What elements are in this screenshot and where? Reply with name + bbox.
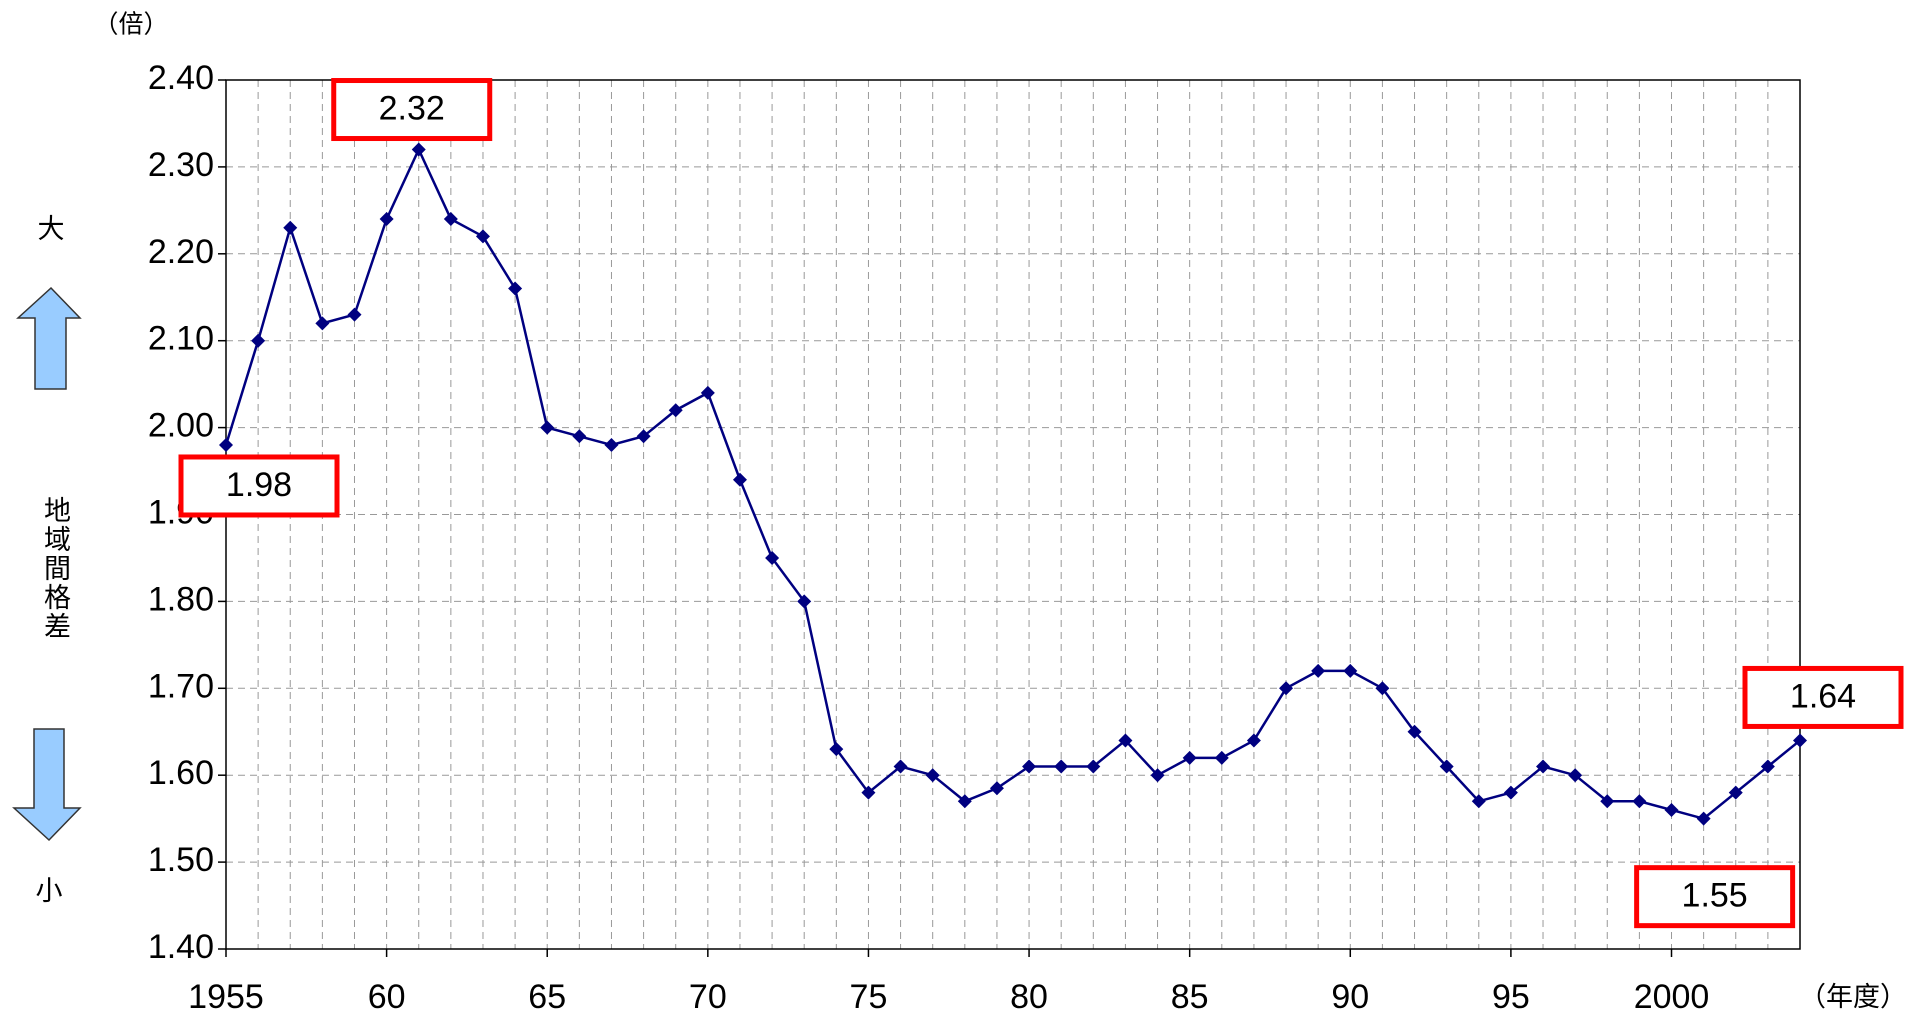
annotation: 1.98 xyxy=(226,466,292,504)
x-tick-label: 90 xyxy=(1331,978,1369,1016)
y-tick-label: 1.80 xyxy=(148,580,214,618)
x-tick-label: 70 xyxy=(689,978,727,1016)
marker xyxy=(1214,750,1229,765)
marker xyxy=(1022,759,1037,774)
marker xyxy=(347,307,362,322)
marker xyxy=(1439,759,1454,774)
marker xyxy=(1150,768,1165,783)
y-tick-label: 1.40 xyxy=(148,928,214,966)
plot: 1.401.501.601.701.801.902.002.102.202.30… xyxy=(148,59,1904,1016)
y-tick-label: 2.30 xyxy=(148,146,214,184)
marker xyxy=(251,333,266,348)
y-bottom-label: 小 xyxy=(36,876,63,906)
y-tick-label: 1.60 xyxy=(148,754,214,792)
marker xyxy=(1311,663,1326,678)
marker xyxy=(989,781,1004,796)
y-top-label: 大 xyxy=(38,214,65,244)
marker xyxy=(829,742,844,757)
marker xyxy=(508,281,523,296)
marker xyxy=(797,594,812,609)
marker xyxy=(893,759,908,774)
marker xyxy=(1536,759,1551,774)
annotation-box xyxy=(1742,665,1904,729)
marker xyxy=(700,385,715,400)
annotation: 2.32 xyxy=(379,90,445,128)
marker xyxy=(1279,681,1294,696)
y-tick-label: 2.00 xyxy=(148,407,214,445)
y-axis-label: 地域間格差 xyxy=(39,496,70,641)
marker xyxy=(315,316,330,331)
marker xyxy=(1375,681,1390,696)
marker xyxy=(765,550,780,565)
annotation-box xyxy=(331,78,493,142)
marker xyxy=(379,212,394,227)
x-tick-label: 75 xyxy=(850,978,888,1016)
marker xyxy=(925,768,940,783)
x-tick-label: 65 xyxy=(528,978,566,1016)
x-tick-label: 80 xyxy=(1010,978,1048,1016)
marker xyxy=(283,220,298,235)
marker xyxy=(1246,733,1261,748)
marker xyxy=(572,429,587,444)
marker xyxy=(604,437,619,452)
marker xyxy=(861,785,876,800)
marker xyxy=(957,794,972,809)
marker xyxy=(219,437,233,452)
marker xyxy=(732,472,747,487)
marker xyxy=(1054,759,1069,774)
marker xyxy=(1471,794,1486,809)
x-tick-label: 95 xyxy=(1492,978,1530,1016)
marker xyxy=(1343,663,1358,678)
marker xyxy=(1182,750,1197,765)
x-unit: （年度） xyxy=(1799,982,1905,1012)
marker xyxy=(1600,794,1615,809)
annotation-box xyxy=(1634,865,1796,929)
x-tick-label: 2000 xyxy=(1634,978,1710,1016)
y-tick-label: 2.10 xyxy=(148,320,214,358)
marker xyxy=(1632,794,1647,809)
y-unit: （倍） xyxy=(93,11,168,39)
marker xyxy=(1407,724,1422,739)
x-tick-label: 60 xyxy=(368,978,406,1016)
annotation: 1.55 xyxy=(1682,877,1748,915)
marker xyxy=(668,403,683,418)
marker xyxy=(1086,759,1101,774)
annotation-box xyxy=(178,454,340,518)
marker xyxy=(411,142,426,157)
marker xyxy=(1728,785,1743,800)
marker xyxy=(475,229,490,244)
marker xyxy=(1118,733,1133,748)
marker xyxy=(443,212,458,227)
marker xyxy=(636,429,651,444)
marker xyxy=(1696,811,1711,826)
y-tick-label: 1.50 xyxy=(148,841,214,879)
y-tick-label: 2.20 xyxy=(148,233,214,271)
x-tick-label: 1955 xyxy=(188,978,264,1016)
arrow-down xyxy=(12,728,82,842)
annotation: 1.64 xyxy=(1790,677,1856,715)
marker xyxy=(1793,733,1807,748)
y-tick-label: 2.40 xyxy=(148,59,214,97)
marker xyxy=(1664,802,1679,817)
arrow-up xyxy=(16,286,82,390)
line xyxy=(224,146,1801,821)
x-tick-label: 85 xyxy=(1171,978,1209,1016)
marker xyxy=(540,420,555,435)
marker xyxy=(1568,768,1583,783)
marker xyxy=(1760,759,1775,774)
marker xyxy=(1503,785,1518,800)
y-tick-label: 1.70 xyxy=(148,667,214,705)
